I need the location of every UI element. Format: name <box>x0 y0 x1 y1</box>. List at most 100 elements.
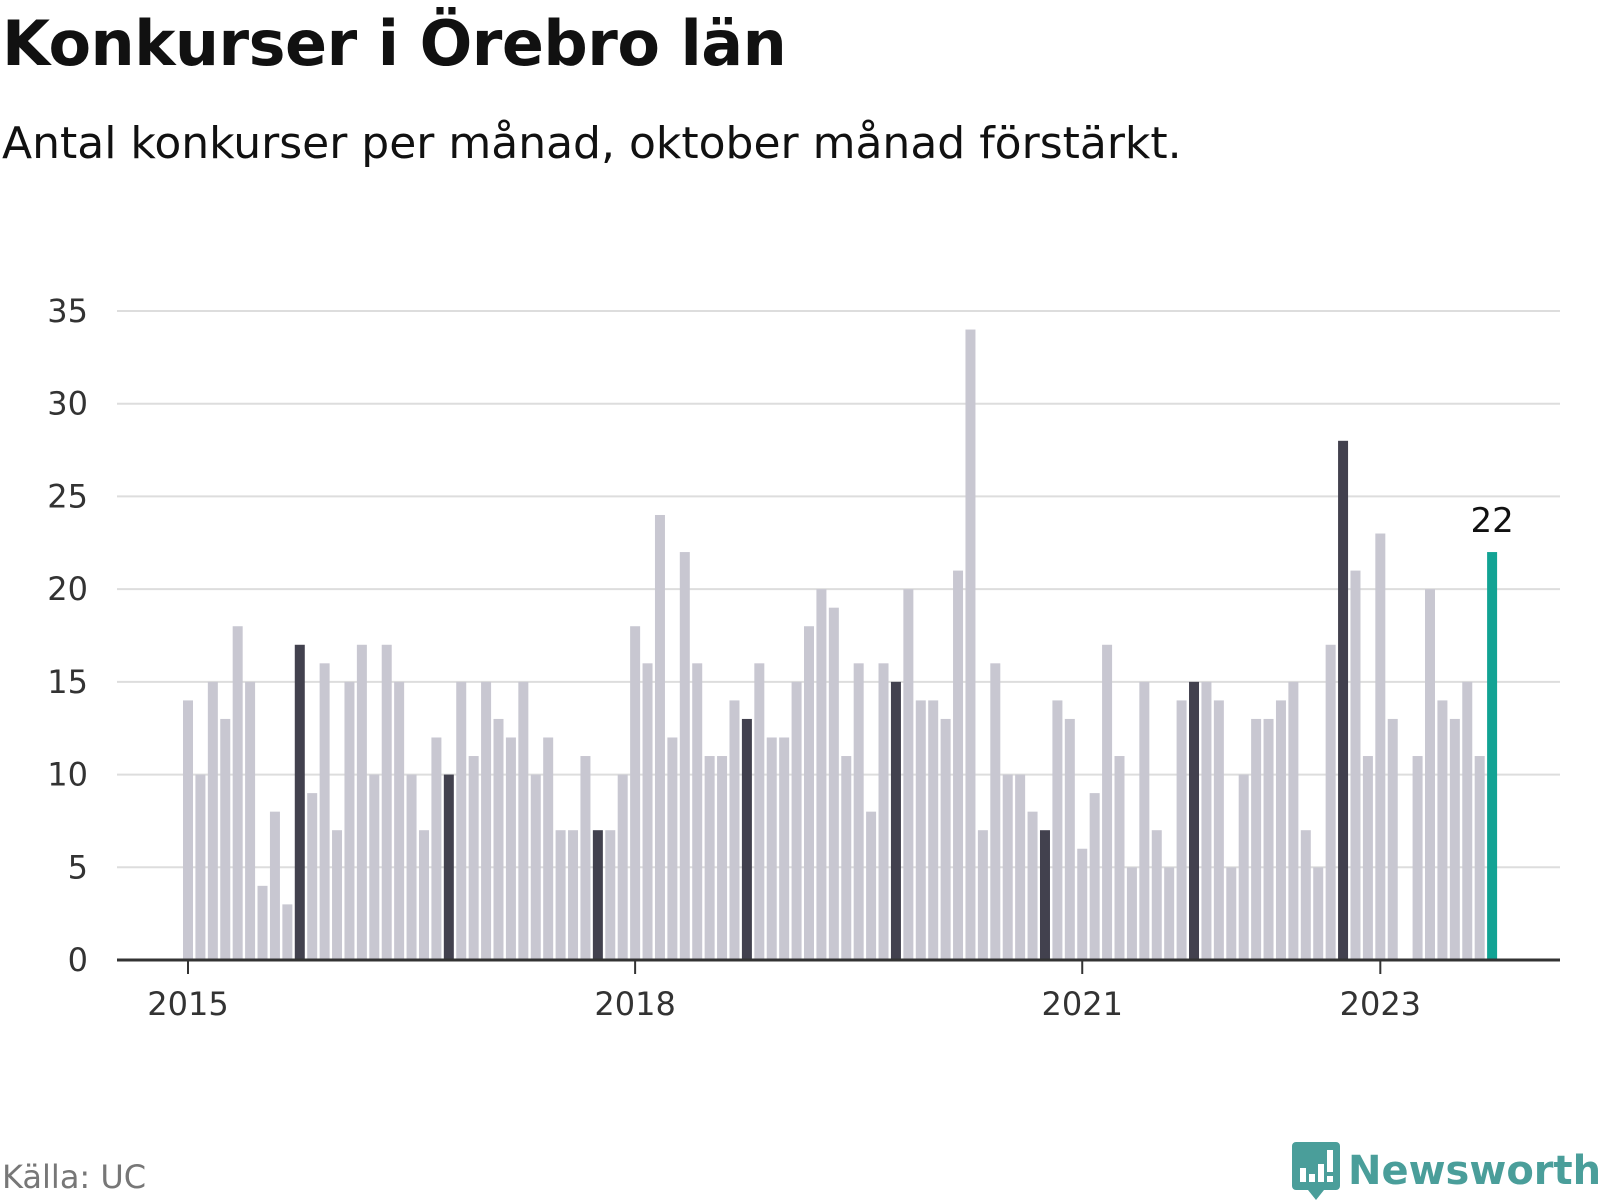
y-tick-label: 30 <box>47 385 88 423</box>
bar-october <box>1189 681 1200 960</box>
y-tick-label: 15 <box>47 663 88 701</box>
bar <box>1151 830 1162 960</box>
bar-october <box>294 644 305 960</box>
bar <box>692 663 703 960</box>
bar <box>717 756 728 960</box>
bar <box>878 663 889 960</box>
bar <box>245 681 256 960</box>
bar <box>853 663 864 960</box>
bar <box>468 756 479 960</box>
bar <box>841 756 852 960</box>
chart-subtitle: Antal konkurser per månad, oktober månad… <box>2 118 1182 169</box>
bar <box>791 681 802 960</box>
bar <box>1387 718 1398 960</box>
bar <box>493 718 504 960</box>
bar <box>257 885 268 960</box>
bar <box>356 644 367 960</box>
bar <box>1226 867 1237 960</box>
y-tick-label: 35 <box>47 292 88 330</box>
brand-name: Newsworthy <box>1348 1148 1600 1194</box>
bar <box>1251 718 1262 960</box>
bar <box>369 774 380 960</box>
bar <box>1002 774 1013 960</box>
bar <box>828 607 839 960</box>
bar <box>1425 589 1435 960</box>
bar-october <box>1338 440 1349 960</box>
bar <box>1325 644 1336 960</box>
bar <box>1300 830 1311 960</box>
bar <box>307 793 318 960</box>
bar <box>940 718 951 960</box>
bar <box>779 737 790 960</box>
bar <box>605 830 616 960</box>
bar <box>1164 867 1175 960</box>
bar <box>1027 811 1038 960</box>
bar <box>1201 681 1212 960</box>
bar <box>1102 644 1113 960</box>
bar <box>1449 718 1460 960</box>
bar <box>654 514 665 960</box>
bar <box>704 756 715 960</box>
bar <box>1052 700 1063 960</box>
bar <box>679 552 690 960</box>
y-tick-label: 0 <box>68 941 88 979</box>
bar <box>1275 700 1286 960</box>
bar <box>332 830 343 960</box>
bar-october <box>1039 830 1050 960</box>
bar <box>232 626 243 960</box>
bar <box>319 663 330 960</box>
bar <box>1015 774 1026 960</box>
bar <box>667 737 678 960</box>
bar <box>505 737 516 960</box>
x-tick-label: 2018 <box>594 985 675 1023</box>
bar-october <box>443 774 454 960</box>
bar <box>530 774 541 960</box>
bar <box>754 663 765 960</box>
bar <box>642 663 653 960</box>
axes <box>117 958 1560 974</box>
bar <box>418 830 429 960</box>
bar <box>1213 700 1224 960</box>
bars <box>183 329 1498 960</box>
bar <box>1064 718 1075 960</box>
bar-october <box>741 718 752 960</box>
bar-latest <box>1487 552 1498 960</box>
data-label-latest: 22 <box>1470 501 1513 541</box>
bar <box>1474 756 1485 960</box>
bar <box>282 904 293 960</box>
newsworthy-logo: Newsworthy <box>1292 1142 1600 1200</box>
bar <box>220 718 231 960</box>
bar <box>903 589 914 960</box>
bar <box>1238 774 1249 960</box>
newsworthy-logo-icon <box>1292 1142 1340 1200</box>
bar <box>729 700 740 960</box>
y-tick-label: 25 <box>47 477 88 515</box>
bar <box>965 329 976 960</box>
bar <box>195 774 206 960</box>
bar <box>804 626 814 960</box>
bar <box>344 681 355 960</box>
bar <box>1362 756 1373 960</box>
bar <box>977 830 988 960</box>
x-tick-label: 2021 <box>1042 985 1123 1023</box>
source-note: Källa: UC <box>2 1158 147 1196</box>
x-tick-label: 2015 <box>147 985 228 1023</box>
bar <box>1126 867 1137 960</box>
bar <box>1139 681 1150 960</box>
bar <box>1263 718 1274 960</box>
bar <box>1288 681 1299 960</box>
bar <box>456 681 467 960</box>
bar <box>269 811 280 960</box>
bar <box>394 681 405 960</box>
bar <box>617 774 628 960</box>
bar <box>1313 867 1324 960</box>
bar-october <box>890 681 901 960</box>
chart-title: Konkurser i Örebro län <box>2 7 787 80</box>
bar <box>1412 756 1423 960</box>
labels: 0 5 10 15 20 25 30 35 2015 2018 2021 2023 22 <box>47 292 1513 1023</box>
bar <box>183 700 193 960</box>
y-tick-label: 20 <box>47 570 88 608</box>
bar <box>1176 700 1187 960</box>
bar <box>381 644 392 960</box>
bar <box>518 681 529 960</box>
